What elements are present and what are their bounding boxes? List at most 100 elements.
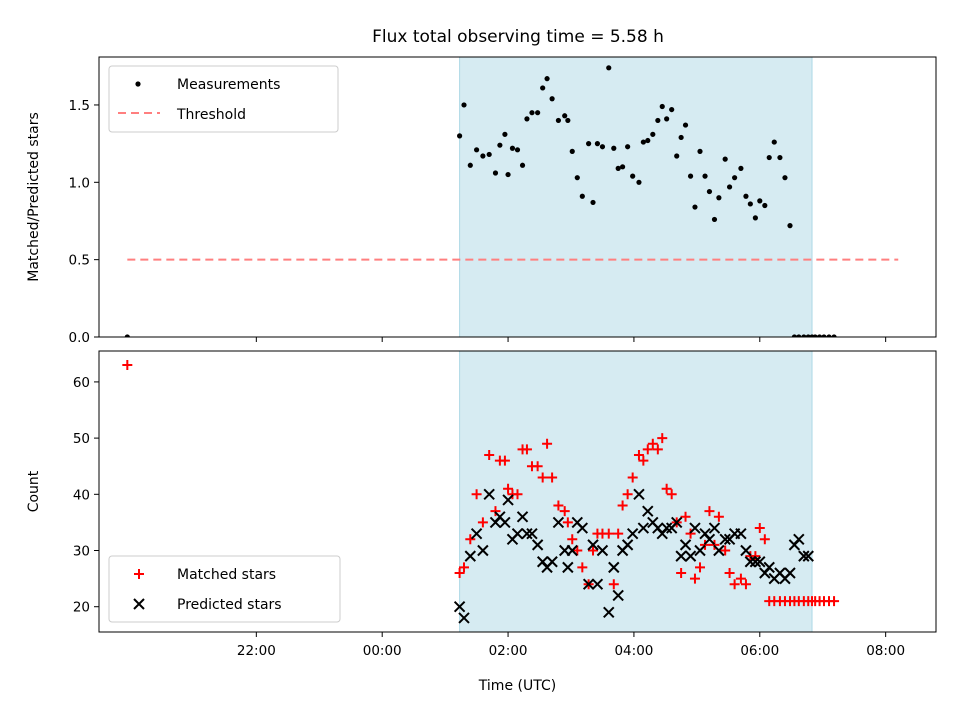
measurement-point xyxy=(645,137,651,144)
measurement-point xyxy=(461,102,467,108)
legend-box xyxy=(108,555,341,623)
matched-star-point xyxy=(657,433,668,444)
measurement-point xyxy=(606,65,612,71)
x-tick-label: 02:00 xyxy=(489,643,528,659)
measurement-point xyxy=(569,148,575,154)
legend-matched-marker xyxy=(134,569,144,579)
measurement-point xyxy=(716,195,722,201)
measurement-point xyxy=(549,96,555,102)
predicted-star-point xyxy=(516,511,529,523)
y-tick-label: 0.0 xyxy=(69,330,90,346)
measurement-point xyxy=(586,141,592,147)
legend-top: Measurements Threshold xyxy=(108,65,339,133)
matched-star-point xyxy=(661,483,672,494)
measurement-point xyxy=(562,113,568,119)
measurement-point xyxy=(599,144,606,150)
measurement-point xyxy=(574,175,580,181)
measurement-point xyxy=(732,175,738,181)
measurement-point xyxy=(687,173,694,179)
legend-predicted-label: Predicted stars xyxy=(177,597,282,613)
measurement-point xyxy=(702,173,708,179)
matched-star-point xyxy=(553,500,564,511)
legend-threshold-label: Threshold xyxy=(176,107,246,123)
matched-star-point xyxy=(642,444,653,455)
measurement-point xyxy=(124,334,130,337)
y-tick-label: 1.0 xyxy=(69,175,90,191)
matched-star-point xyxy=(471,489,482,500)
measurement-point xyxy=(524,116,530,122)
measurement-point xyxy=(796,334,802,337)
legend-measurement-marker xyxy=(135,81,141,87)
predicted-star-point xyxy=(735,527,747,540)
measurement-point xyxy=(787,223,793,229)
predicted-star-point xyxy=(621,539,634,551)
matched-star-point xyxy=(503,483,514,494)
x-tick-label: 08:00 xyxy=(866,643,905,659)
matched-star-point xyxy=(521,444,532,455)
measurement-point xyxy=(519,162,526,168)
measurement-point xyxy=(619,164,626,170)
predicted-star-point xyxy=(502,494,514,506)
measurement-point xyxy=(480,153,486,159)
ratio-panel: 0.0 0.5 1.0 1.5 Matched/Predicted stars Measu… xyxy=(26,56,937,346)
predicted-star-point xyxy=(576,522,589,534)
x-tick-label: 00:00 xyxy=(363,643,402,659)
x-tick-label: 22:00 xyxy=(237,643,276,659)
measurement-point xyxy=(655,117,661,124)
matched-star-point xyxy=(608,579,619,590)
predicted-star-point xyxy=(784,567,796,579)
matched-star-point xyxy=(627,472,638,483)
matched-star-point xyxy=(829,596,840,607)
measurement-point xyxy=(630,173,636,179)
measurement-point xyxy=(457,133,463,139)
matched-star-point xyxy=(750,551,761,562)
predicted-star-point xyxy=(633,488,645,501)
predicted-star-point xyxy=(511,527,524,540)
measurement-point xyxy=(821,334,827,337)
predicted-star-point xyxy=(740,544,752,557)
y-axis-label: Count xyxy=(26,470,42,512)
predicted-star-point xyxy=(458,612,470,624)
measurement-point xyxy=(771,139,777,145)
matched-star-point xyxy=(122,360,133,371)
matched-star-point xyxy=(499,455,510,466)
legend-measurement-label: Measurements xyxy=(177,77,280,93)
y-tick-label: 1.5 xyxy=(69,98,90,114)
measurement-point xyxy=(594,141,601,147)
y-tick-label: 50 xyxy=(73,431,90,447)
measurement-point xyxy=(467,162,473,168)
x-tick-label: 06:00 xyxy=(740,643,779,659)
matched-star-point xyxy=(676,567,687,578)
observing-window-shade xyxy=(459,57,813,337)
measurement-point xyxy=(625,144,631,150)
predicted-star-point xyxy=(608,561,620,574)
matched-star-point xyxy=(577,562,588,573)
matched-star-point xyxy=(622,489,633,500)
y-axis-label: Matched/Predicted stars xyxy=(26,112,42,282)
matched-star-point xyxy=(454,567,465,578)
matched-star-point xyxy=(484,449,495,460)
matched-star-point xyxy=(490,506,501,517)
matched-star-point xyxy=(603,528,614,539)
measurement-point xyxy=(664,116,670,122)
predicted-star-point xyxy=(744,556,757,568)
measurement-point xyxy=(544,76,550,82)
predicted-star-point xyxy=(477,544,489,557)
legend-bottom: Matched stars Predicted stars xyxy=(108,555,341,623)
matched-star-point xyxy=(689,573,700,584)
matched-star-point xyxy=(652,444,663,455)
predicted-star-point xyxy=(675,550,687,562)
predicted-star-point xyxy=(637,522,650,534)
predicted-star-point xyxy=(626,527,639,540)
matched-star-point xyxy=(588,545,599,556)
measurement-point xyxy=(682,122,689,128)
y-tick-label: 40 xyxy=(73,487,90,503)
predicted-star-point xyxy=(684,550,697,562)
matched-star-point xyxy=(724,567,735,578)
predicted-star-point xyxy=(566,544,578,557)
y-tick-label: 0.5 xyxy=(69,253,90,269)
measurement-point xyxy=(579,193,585,199)
predicted-star-point xyxy=(679,539,692,551)
measurement-point xyxy=(697,148,703,154)
matched-star-point xyxy=(740,579,751,590)
